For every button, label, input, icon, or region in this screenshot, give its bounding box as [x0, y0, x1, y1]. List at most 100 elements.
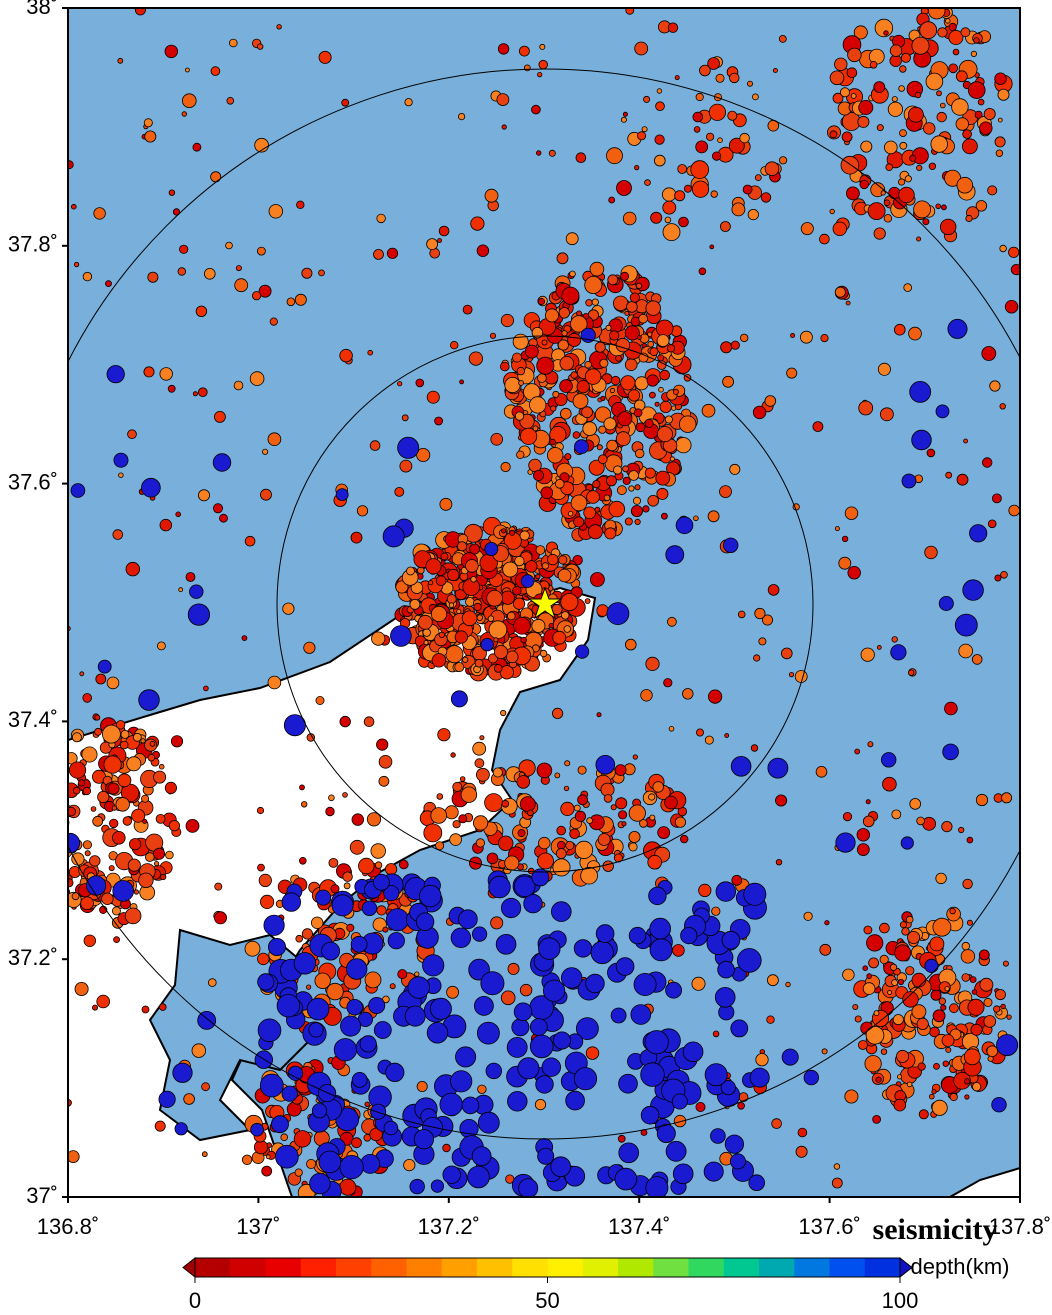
earthquake-dot: [113, 452, 129, 468]
earthquake-dot: [800, 222, 814, 236]
earthquake-dot: [118, 472, 124, 478]
earthquake-dot: [913, 200, 931, 219]
earthquake-dot: [426, 1022, 449, 1044]
earthquake-dot: [61, 843, 66, 848]
earthquake-dot: [473, 996, 494, 1016]
earthquake-dot: [197, 489, 210, 502]
earthquake-dot: [450, 927, 472, 949]
earthquake-dot: [456, 541, 467, 552]
earthquake-dot: [898, 186, 915, 204]
earthquake-dot: [454, 630, 468, 644]
earthquake-dot: [127, 429, 137, 440]
earthquake-dot: [470, 216, 485, 231]
earthquake-dot: [908, 106, 924, 123]
earthquake-dot: [640, 1105, 660, 1125]
land: [947, 1166, 1020, 1197]
earthquake-dot: [847, 566, 861, 580]
earthquake-dot: [477, 1111, 500, 1134]
earthquake-dot: [159, 367, 173, 381]
earthquake-dot: [729, 1153, 746, 1170]
earthquake-dot: [717, 960, 735, 979]
earthquake-dot: [948, 29, 964, 45]
earthquake-dot: [691, 180, 710, 198]
earthquake-dot: [143, 366, 155, 378]
earthquake-dot: [306, 997, 330, 1021]
earthquake-dot: [358, 857, 375, 875]
earthquake-dot: [868, 957, 879, 969]
earthquake-dot: [662, 223, 681, 242]
x-tick-label: 136.8˚: [37, 1214, 99, 1239]
earthquake-dot: [634, 484, 641, 491]
earthquake-dot: [875, 1076, 882, 1083]
earthquake-dot: [167, 384, 176, 393]
earthquake-dot: [349, 839, 365, 855]
earthquake-dot: [346, 999, 363, 1016]
earthquake-dot: [569, 828, 580, 839]
earthquake-dot: [439, 497, 453, 511]
earthquake-dot: [772, 68, 778, 74]
earthquake-dot: [356, 505, 369, 517]
earthquake-dot: [717, 137, 723, 144]
earthquake-dot: [293, 1130, 312, 1148]
earthquake-dot: [487, 615, 495, 622]
earthquake-dot: [856, 843, 870, 856]
earthquake-dot: [749, 1067, 770, 1088]
earthquake-dot: [604, 527, 617, 540]
earthquake-dot: [648, 886, 667, 906]
earthquake-dot: [682, 688, 694, 700]
earthquake-dot: [282, 602, 295, 615]
earthquake-dot: [554, 478, 565, 489]
earthquake-dot: [496, 93, 510, 106]
earthquake-dot: [698, 883, 712, 898]
earthquake-dot: [299, 784, 305, 791]
earthquake-dot: [608, 196, 616, 204]
earthquake-dot: [576, 380, 590, 394]
earthquake-dot: [267, 675, 282, 690]
earthquake-dot: [185, 572, 196, 582]
earthquake-dot: [930, 135, 948, 153]
earthquake-dot: [201, 1151, 208, 1158]
earthquake-dot: [138, 689, 160, 711]
earthquake-dot: [415, 378, 425, 388]
earthquake-dot: [948, 22, 957, 32]
earthquake-dot: [891, 979, 898, 986]
earthquake-dot: [115, 720, 126, 730]
earthquake-dot: [703, 1161, 724, 1182]
earthquake-dot: [754, 174, 762, 182]
earthquake-dot: [958, 643, 973, 659]
earthquake-dot: [476, 1021, 500, 1045]
earthquake-dot: [413, 1129, 434, 1150]
earthquake-dot: [524, 344, 539, 359]
earthquake-dot: [911, 972, 927, 988]
earthquake-dot: [975, 793, 989, 807]
earthquake-dot: [82, 840, 93, 850]
earthquake-dot: [287, 1065, 304, 1081]
earthquake-dot: [48, 766, 57, 775]
earthquake-dot: [669, 456, 675, 462]
earthquake-dot: [891, 809, 902, 820]
earthquake-dot: [724, 733, 730, 738]
earthquake-dot: [760, 192, 772, 203]
earthquake-dot: [309, 1172, 331, 1195]
earthquake-dot: [803, 911, 813, 921]
earthquake-dot: [172, 208, 181, 216]
earthquake-dot: [852, 1004, 859, 1011]
earthquake-dot: [96, 994, 110, 1009]
earthquake-dot: [536, 356, 555, 375]
earthquake-dot: [547, 447, 564, 464]
earthquake-dot: [342, 792, 348, 798]
earthquake-dot: [368, 997, 386, 1015]
earthquake-dot: [271, 1115, 289, 1134]
earthquake-dot: [672, 944, 685, 957]
earthquake-dot: [608, 318, 623, 333]
earthquake-dot: [46, 811, 62, 827]
earthquake-dot: [500, 313, 514, 328]
earthquake-dot: [520, 636, 527, 644]
earthquake-dot: [376, 905, 387, 916]
earthquake-dot: [971, 1082, 982, 1092]
earthquake-dot: [298, 856, 307, 865]
earthquake-dot: [924, 958, 939, 974]
earthquake-dot: [532, 425, 539, 432]
earthquake-dot: [177, 267, 186, 276]
earthquake-dot: [680, 834, 689, 844]
